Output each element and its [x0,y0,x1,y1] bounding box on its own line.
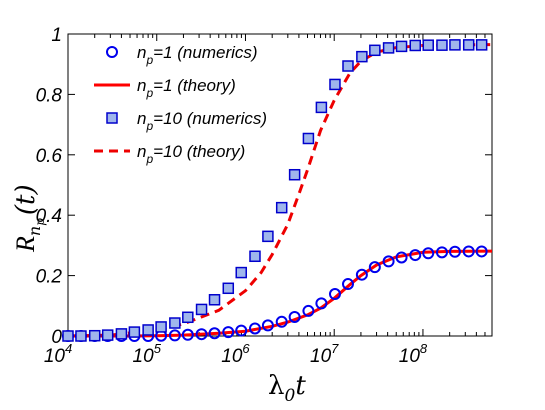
series-point [288,168,301,181]
series-point [435,246,448,259]
series-point [235,266,247,279]
y-tick-labels: 0 0.2 0.4 0.6 0.8 1 [36,25,63,348]
x-tick-label: 106 [221,341,250,367]
series-point [368,261,381,274]
series-point [395,251,408,264]
series-point [341,278,354,291]
legend-label: np=10 (theory) [137,142,245,166]
series-line [67,43,493,338]
legend-label: np=10 (numerics) [137,109,267,133]
series-point [328,288,341,301]
series-point [356,50,368,63]
series-point [315,297,328,310]
series-point [436,39,448,51]
series-line [68,249,493,338]
y-axis-label-subsub: p [33,218,47,226]
x-tick-label: 104 [44,341,72,367]
series-point [222,326,235,339]
series-point [475,245,488,258]
series-point [448,245,461,258]
series-point [462,245,475,258]
series-point [222,282,235,295]
series-point [261,319,274,332]
series-point [369,44,381,57]
y-tick-label: 0 [51,327,62,348]
x-axis-label: λ0t [268,371,306,406]
series-point [182,311,194,324]
series-point [329,78,341,91]
x-tick-label: 108 [399,341,428,367]
x-axis-label-tail: t [295,371,306,401]
x-tick-label: 107 [310,341,339,367]
series-point [208,294,221,306]
y-axis-label-tail: (t) [11,184,41,215]
series-point [208,327,221,340]
legend-label: np=1 (theory) [137,76,236,100]
series-point [142,324,154,336]
series-point [275,315,288,328]
series-point [475,39,488,51]
series-point [168,329,181,342]
series-point [315,101,328,114]
y-tick-label: 0.2 [36,267,63,288]
legend-marker [106,112,118,124]
y-axis-label-main: R [11,236,40,253]
series-point [449,39,461,51]
series-point [275,201,288,214]
series-point [262,230,274,243]
series-point [302,304,315,317]
series-point [382,42,395,54]
legend: np=1 (numerics) np=1 (theory) np=10 (numer… [94,43,267,166]
series-point [128,326,141,338]
series-point [342,60,354,72]
series-point [75,330,87,342]
series-point [395,40,408,53]
y-tick-label: 1 [51,25,62,46]
series-point [88,329,101,342]
y-axis-label: Rnp (t) [11,184,47,253]
y-tick-label: 0.8 [36,85,63,106]
y-tick-label: 0.4 [36,206,62,227]
plot-frame [67,33,493,337]
y-tick-label: 0.6 [36,146,63,167]
x-axis-label-sub: 0 [284,386,295,406]
legend-label: np=1 (numerics) [137,43,258,67]
series-point [355,268,368,281]
series-point [462,39,475,51]
series-point [382,255,395,268]
series-point [195,328,208,341]
series-point [155,321,167,333]
series-point [249,250,261,263]
series-point [409,249,422,262]
series-point [422,247,435,260]
series-layer [62,39,493,342]
series-point [302,132,315,145]
series-point [115,328,128,340]
x-tick-label: 105 [133,341,162,367]
series-point [181,328,194,341]
series-point [169,317,181,329]
x-tick-labels: 104 105 106 107 108 [44,341,428,367]
legend-marker [106,46,118,58]
series-point [288,310,301,323]
x-axis-label-main: λ [268,371,284,401]
series-point [101,329,114,341]
y-axis-label-sub: n [25,226,44,236]
series-point [235,324,248,337]
series-point [248,322,261,335]
series-point [195,303,208,316]
series-point [409,39,422,52]
series-point [62,330,74,342]
axis-ticks [67,33,493,337]
series-point [422,39,434,51]
